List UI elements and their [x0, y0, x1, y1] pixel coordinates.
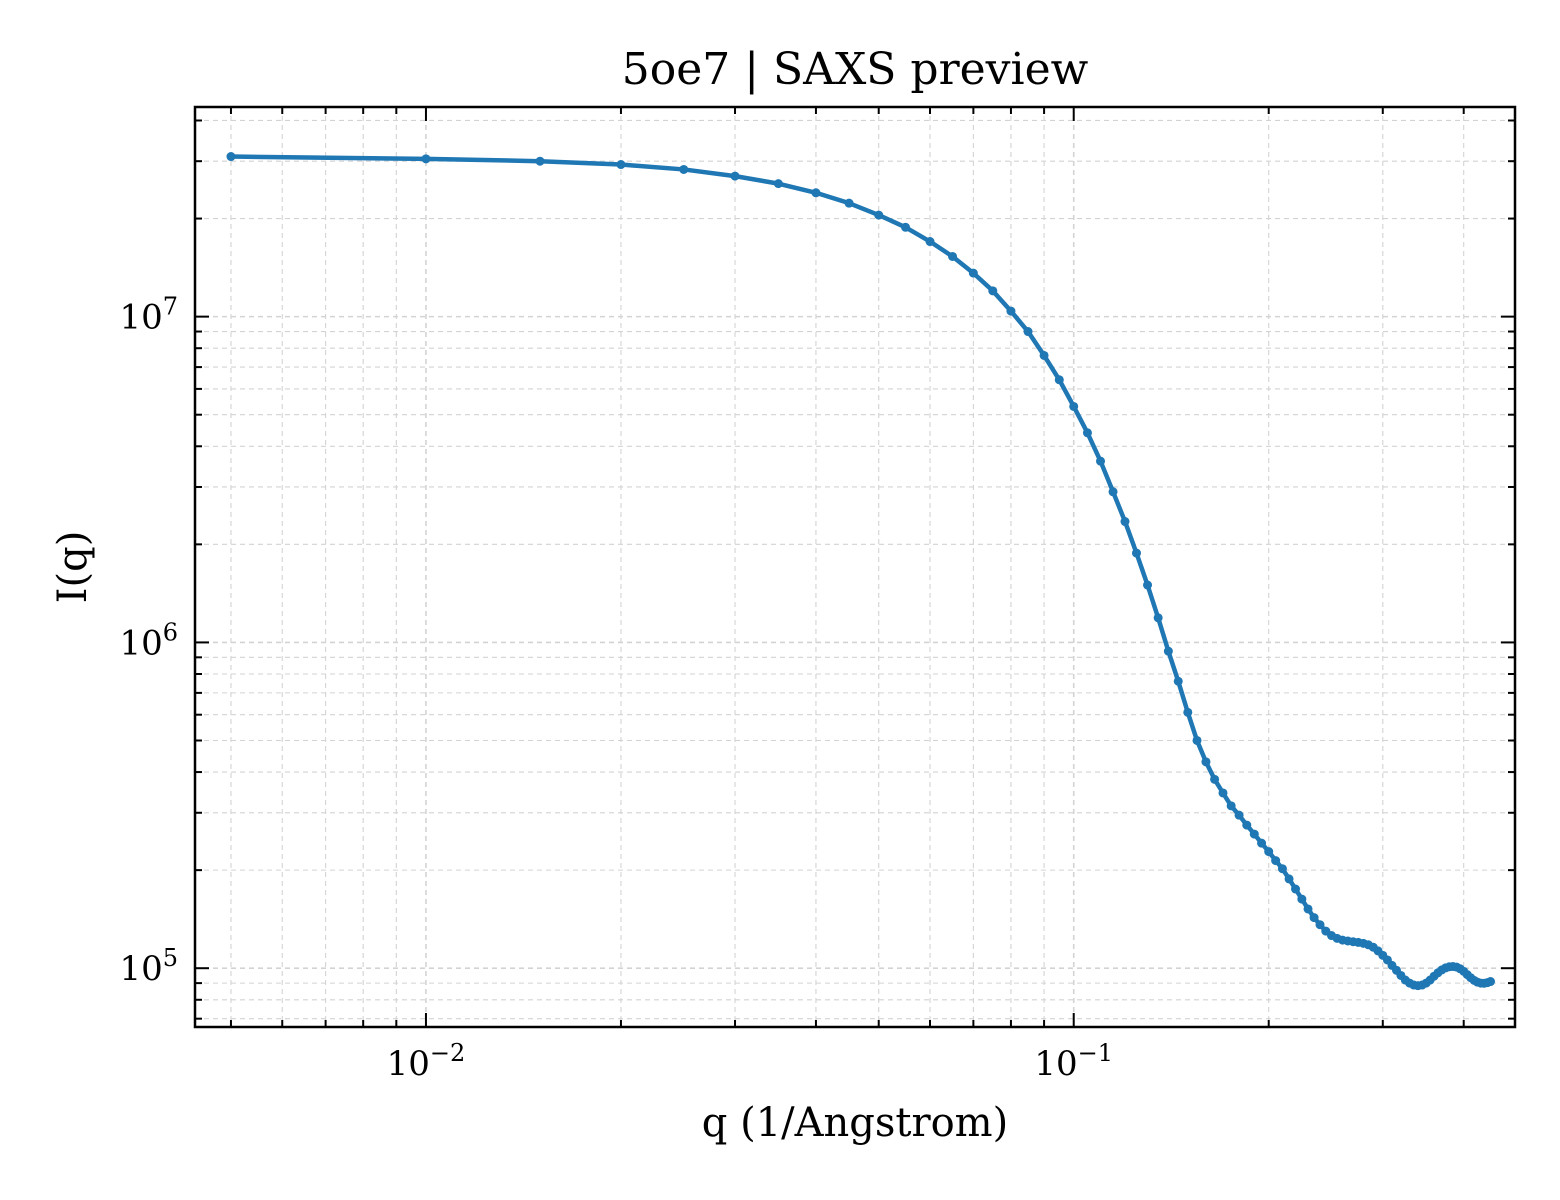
data-series — [226, 152, 1496, 991]
y-tick-label: 106 — [119, 618, 178, 663]
data-point — [811, 188, 821, 198]
data-point — [1303, 904, 1313, 914]
data-point — [1096, 456, 1106, 466]
data-point — [1218, 788, 1228, 798]
data-point — [1006, 306, 1016, 316]
data-point — [1201, 757, 1211, 767]
data-point — [1234, 810, 1244, 820]
data-point — [1226, 801, 1236, 811]
data-point — [1242, 820, 1252, 830]
data-point — [1153, 613, 1163, 623]
data-point — [925, 237, 935, 247]
data-point — [1249, 829, 1259, 839]
y-tick-label: 107 — [119, 293, 178, 338]
data-point — [1315, 920, 1325, 930]
data-point — [421, 154, 431, 164]
data-point — [844, 198, 854, 208]
data-point — [1108, 487, 1118, 497]
data-point — [1264, 847, 1274, 857]
x-tick-label: 10−2 — [387, 1039, 466, 1084]
data-point — [988, 286, 998, 296]
data-point — [1277, 864, 1287, 874]
data-point — [773, 179, 783, 189]
data-point — [1284, 874, 1294, 884]
data-point — [1143, 580, 1153, 590]
data-point — [1023, 327, 1033, 337]
data-point — [1131, 548, 1141, 558]
data-point — [1291, 884, 1301, 894]
data-point — [1271, 856, 1281, 866]
data-point — [1297, 894, 1307, 904]
x-axis-label: q (1/Angstrom) — [702, 1100, 1008, 1146]
data-point — [1257, 838, 1267, 848]
data-point — [948, 251, 958, 261]
data-point — [535, 156, 545, 166]
data-point — [1039, 350, 1049, 360]
data-point — [1120, 517, 1130, 527]
tick-labels: 10−2 10−1 105 106 107 — [119, 293, 1113, 1084]
data-point — [730, 171, 740, 181]
data-point — [1082, 428, 1092, 438]
data-point — [1163, 646, 1173, 656]
data-point — [968, 268, 978, 278]
data-point — [679, 164, 689, 174]
y-tick-label: 105 — [119, 944, 178, 989]
data-point — [901, 222, 911, 232]
data-point — [1192, 735, 1202, 745]
data-point — [874, 210, 884, 220]
data-point — [1309, 913, 1319, 923]
y-axis-label: I(q) — [50, 531, 96, 604]
plot-frame — [193, 105, 1517, 1029]
grid-lines — [195, 107, 1515, 1027]
x-tick-label: 10−1 — [1034, 1039, 1113, 1084]
data-point — [1183, 707, 1193, 717]
chart-title: 5oe7 | SAXS preview — [622, 44, 1089, 95]
data-point — [1486, 977, 1496, 987]
data-point — [1173, 676, 1183, 686]
data-point — [1069, 401, 1079, 411]
data-point — [226, 152, 236, 162]
data-point — [616, 160, 626, 170]
data-point — [1210, 774, 1220, 784]
data-point — [1054, 375, 1064, 385]
